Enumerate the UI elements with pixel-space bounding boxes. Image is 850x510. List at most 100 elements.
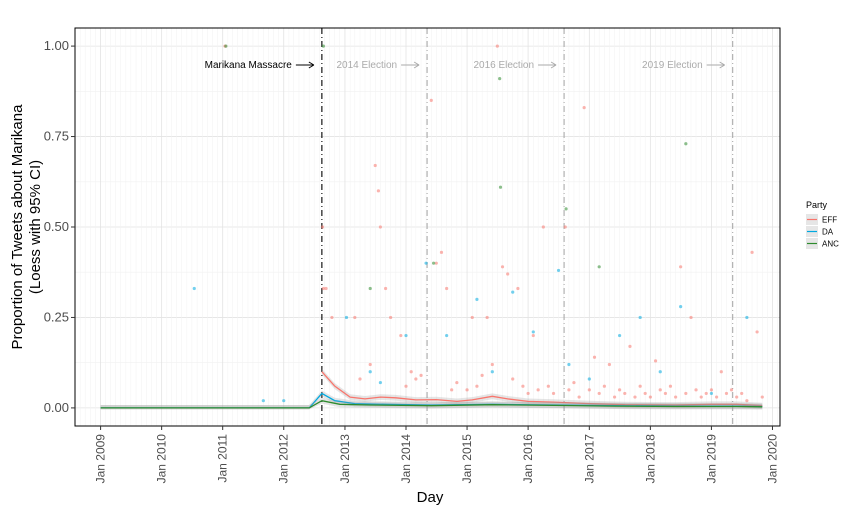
data-point-da <box>709 391 714 396</box>
data-point-eff <box>740 391 744 396</box>
data-point-eff <box>389 315 393 320</box>
data-point-eff <box>546 384 550 388</box>
data-point-eff <box>653 359 658 363</box>
data-point-eff <box>745 399 749 403</box>
data-point-anc <box>321 44 325 48</box>
data-point-eff <box>684 391 688 396</box>
data-point-eff <box>668 384 673 388</box>
data-point-eff <box>495 44 499 48</box>
y-axis-title: Proportion of Tweets about Marikana (Loe… <box>9 104 44 350</box>
data-point-da <box>531 330 535 334</box>
data-point-anc <box>224 44 228 48</box>
data-point-eff <box>755 330 759 334</box>
data-point-eff <box>378 225 383 229</box>
data-point-da <box>587 377 591 381</box>
data-point-da <box>378 380 383 385</box>
data-point-da <box>638 315 642 320</box>
x-tick-label: Jan 2020 <box>765 434 779 484</box>
data-point-eff <box>567 388 571 392</box>
y-tick-label: 0.00 <box>44 400 69 415</box>
data-point-eff <box>506 272 510 276</box>
data-point-anc <box>498 185 503 189</box>
data-point-eff <box>516 286 520 291</box>
data-point-eff <box>373 163 377 168</box>
ci-band-eff <box>321 368 763 409</box>
event-arrow-head <box>413 61 420 69</box>
data-point-eff <box>648 395 652 399</box>
data-point-eff <box>750 250 754 254</box>
data-point-eff <box>384 286 388 291</box>
y-tick-label: 0.50 <box>44 219 69 234</box>
y-tick-label: 1.00 <box>44 38 69 53</box>
data-point-da <box>745 315 749 320</box>
y-axis-title-line-2: (Loess with 95% CI) <box>27 160 44 294</box>
data-point-eff <box>602 384 606 388</box>
x-tick-label: Jan 2011 <box>216 434 230 483</box>
data-point-eff <box>485 315 489 320</box>
data-point-eff <box>633 395 637 399</box>
x-tick-label: Jan 2017 <box>582 434 596 484</box>
data-point-eff <box>511 377 515 381</box>
data-point-anc <box>564 207 568 211</box>
data-point-eff <box>719 370 723 374</box>
x-tick-label: Jan 2014 <box>399 434 413 484</box>
data-point-eff <box>663 391 668 396</box>
data-point-eff <box>409 370 413 374</box>
data-point-eff <box>450 388 454 392</box>
smooth-line-eff <box>321 371 763 407</box>
data-point-eff <box>617 388 622 392</box>
data-point-eff <box>434 261 438 265</box>
x-tick-label: Jan 2018 <box>643 434 657 484</box>
legend: Party EFF DA ANC <box>806 200 839 249</box>
data-point-eff <box>439 250 444 254</box>
data-point-eff <box>724 391 729 396</box>
event-label: 2014 Election <box>336 60 397 71</box>
data-point-eff <box>358 377 362 381</box>
data-point-eff <box>704 391 708 396</box>
data-point-da <box>617 333 622 338</box>
data-point-eff <box>376 189 381 193</box>
data-point-eff <box>729 388 734 392</box>
data-point-eff <box>658 388 662 392</box>
data-point-eff <box>445 286 449 291</box>
data-point-eff <box>531 333 535 338</box>
data-point-eff <box>623 391 627 396</box>
data-point-eff <box>572 380 576 385</box>
legend-label-da: DA <box>822 228 834 237</box>
ci-band-da <box>100 390 763 410</box>
data-point-da <box>658 370 662 374</box>
data-point-eff <box>399 333 403 338</box>
x-tick-label: Jan 2010 <box>155 434 169 484</box>
data-point-da <box>556 268 561 273</box>
event-arrow-head <box>308 61 315 69</box>
smooth-lines <box>100 368 763 410</box>
data-point-eff <box>465 388 469 392</box>
data-point-eff <box>760 395 764 399</box>
data-point-eff <box>638 384 642 388</box>
data-point-da <box>445 333 449 338</box>
data-point-anc <box>684 142 688 146</box>
data-point-eff <box>551 391 556 396</box>
x-tick-label: Jan 2015 <box>460 434 474 484</box>
data-point-eff <box>715 395 719 399</box>
data-point-eff <box>321 286 325 291</box>
data-point-da <box>404 333 408 338</box>
data-point-eff <box>404 384 408 388</box>
data-point-eff <box>709 388 714 392</box>
data-point-anc <box>432 261 436 265</box>
y-axis-title-line-1: Proportion of Tweets about Marikana <box>9 104 26 350</box>
data-point-eff <box>674 395 678 399</box>
x-tick-label: Jan 2013 <box>338 434 352 484</box>
data-point-eff <box>536 388 540 392</box>
data-point-da <box>424 261 428 265</box>
data-point-eff <box>353 315 357 320</box>
data-point-eff <box>694 388 698 392</box>
data-point-anc <box>368 286 372 291</box>
data-point-eff <box>419 373 423 377</box>
data-point-eff <box>612 395 617 399</box>
data-point-eff <box>480 373 484 377</box>
legend-label-eff: EFF <box>822 216 837 225</box>
x-tick-label: Jan 2019 <box>704 434 718 484</box>
data-point-eff <box>521 384 525 388</box>
